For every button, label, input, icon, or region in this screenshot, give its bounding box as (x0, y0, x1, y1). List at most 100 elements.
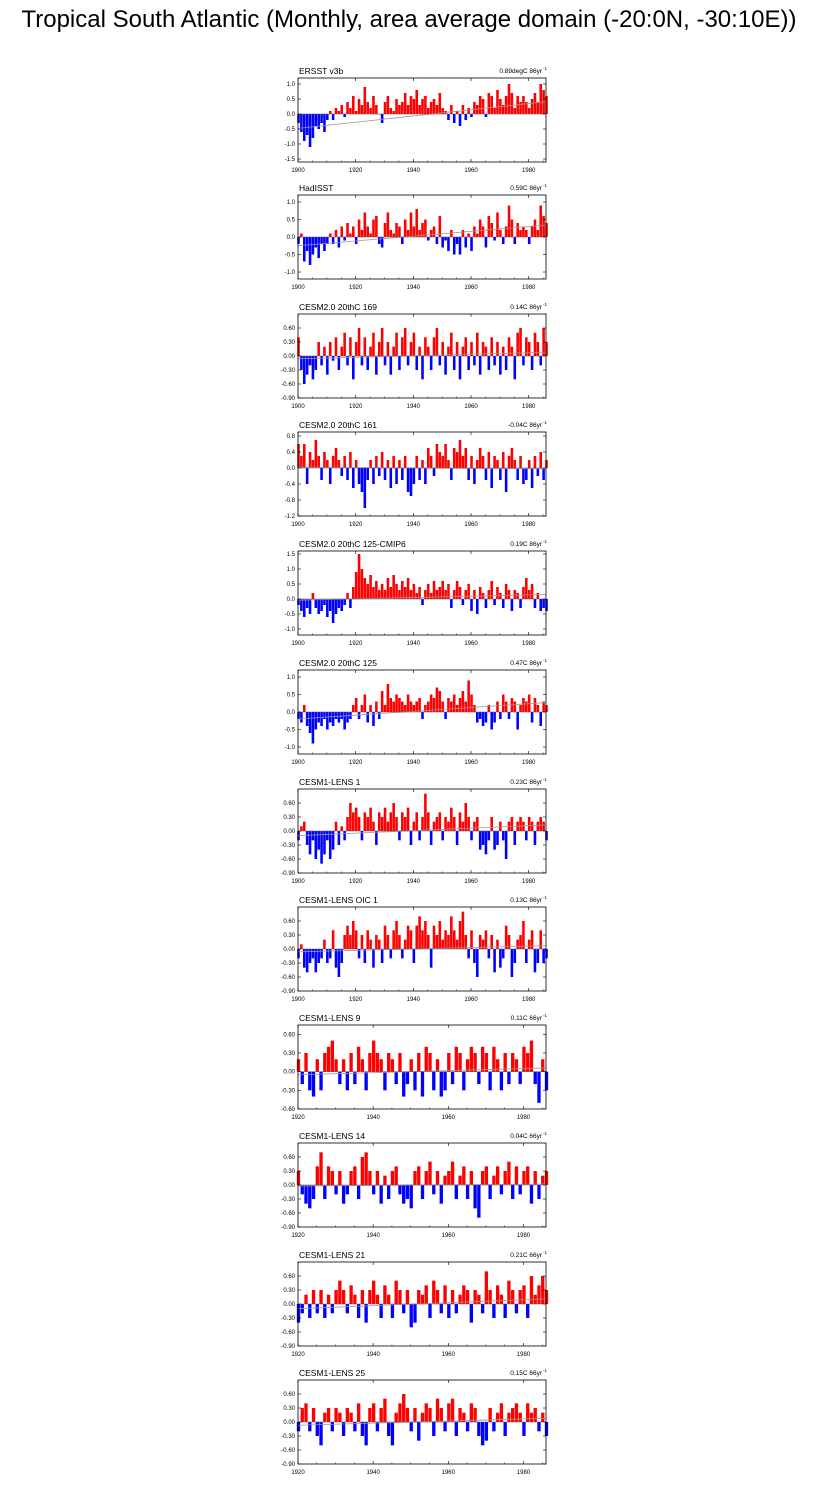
positive-anomaly-bar (469, 1046, 474, 1072)
positive-anomaly-bar (536, 230, 540, 237)
positive-anomaly-bar (444, 590, 447, 599)
positive-anomaly-bar (490, 817, 493, 831)
positive-anomaly-bar (375, 581, 378, 599)
negative-anomaly-bar (421, 356, 424, 380)
x-tick-label: 1940 (366, 1233, 380, 1239)
positive-anomaly-bar (375, 1171, 380, 1185)
y-tick-label: -0.60 (281, 857, 295, 863)
positive-anomaly-bar (418, 698, 421, 712)
negative-anomaly-bar (492, 1304, 496, 1318)
positive-anomaly-bar (513, 701, 517, 712)
positive-anomaly-bar (398, 935, 401, 949)
negative-anomaly-bar (510, 949, 514, 977)
chart-panel-11: CESM1-LENS 21 0.21C 66yr -1 0.60 0.30 0.00 -0.… (281, 1250, 549, 1358)
positive-anomaly-bar (536, 342, 540, 356)
positive-anomaly-bar (443, 1175, 447, 1185)
positive-anomaly-bar (300, 1408, 304, 1422)
negative-anomaly-bar (380, 237, 384, 248)
positive-anomaly-bar (300, 944, 303, 949)
positive-anomaly-bar (383, 223, 387, 237)
positive-anomaly-bar (349, 233, 352, 237)
trend-label-superscript: -1 (543, 420, 547, 425)
negative-anomaly-bar (501, 237, 505, 244)
positive-anomaly-bar (357, 817, 361, 831)
positive-anomaly-bar (334, 230, 338, 237)
positive-anomaly-bar (357, 328, 361, 356)
positive-anomaly-bar (504, 96, 508, 114)
positive-anomaly-bar (323, 346, 326, 356)
positive-anomaly-bar (364, 1152, 368, 1185)
positive-anomaly-bar (326, 1408, 331, 1422)
positive-anomaly-bar (421, 930, 424, 949)
positive-anomaly-bar (340, 105, 344, 114)
positive-anomaly-bar (464, 337, 468, 356)
negative-anomaly-bar (320, 237, 323, 244)
positive-anomaly-bar (438, 691, 442, 712)
positive-anomaly-bar (504, 226, 508, 237)
positive-anomaly-bar (346, 925, 349, 949)
negative-anomaly-bar (499, 1185, 504, 1195)
negative-anomaly-bar (323, 237, 326, 251)
negative-anomaly-bar (311, 356, 315, 380)
negative-anomaly-bar (467, 356, 470, 370)
negative-anomaly-bar (334, 949, 338, 968)
positive-anomaly-bar (424, 219, 427, 237)
positive-anomaly-bar (473, 705, 476, 712)
negative-anomaly-bar (432, 468, 436, 476)
negative-anomaly-bar (499, 712, 502, 719)
positive-anomaly-bar (334, 337, 338, 356)
positive-anomaly-bar (392, 803, 395, 831)
negative-anomaly-bar (514, 1304, 519, 1314)
x-tick-label: 1920 (349, 522, 363, 528)
y-tick-label: -0.5 (285, 612, 296, 618)
positive-anomaly-bar (533, 1408, 537, 1422)
positive-anomaly-bar (357, 219, 361, 237)
negative-anomaly-bar (311, 712, 315, 744)
negative-anomaly-bar (343, 712, 346, 730)
positive-anomaly-bar (308, 452, 312, 468)
negative-anomaly-bar (539, 356, 543, 366)
negative-anomaly-bar (340, 599, 344, 611)
positive-anomaly-bar (429, 456, 433, 468)
y-tick-label: -0.5 (285, 728, 296, 734)
positive-anomaly-bar (380, 584, 384, 599)
y-tick-label: 0.5 (287, 582, 296, 588)
positive-anomaly-bar (432, 1280, 436, 1304)
negative-anomaly-bar (314, 712, 318, 730)
positive-anomaly-bar (415, 593, 419, 599)
positive-anomaly-bar (387, 1294, 391, 1304)
panel-title: CESM1-LENS 1 (299, 777, 361, 787)
negative-anomaly-bar (432, 1071, 436, 1091)
positive-anomaly-bar (353, 1166, 357, 1185)
negative-anomaly-bar (372, 949, 375, 968)
positive-anomaly-bar (415, 701, 419, 712)
positive-anomaly-bar (501, 346, 505, 356)
positive-anomaly-bar (366, 817, 369, 831)
positive-anomaly-bar (495, 1285, 500, 1304)
positive-anomaly-bar (478, 219, 482, 237)
x-tick-label: 1940 (407, 285, 421, 291)
positive-anomaly-bar (380, 452, 384, 468)
positive-anomaly-bar (435, 590, 439, 599)
positive-anomaly-bar (507, 84, 511, 114)
negative-anomaly-bar (484, 468, 488, 480)
y-tick-label: 0.00 (283, 1183, 295, 1189)
positive-anomaly-bar (346, 817, 349, 831)
y-tick-label: -0.90 (281, 871, 295, 877)
positive-anomaly-bar (461, 230, 465, 237)
negative-anomaly-bar (300, 712, 303, 723)
positive-anomaly-bar (356, 1403, 361, 1422)
y-tick-label: -0.30 (281, 1088, 295, 1094)
y-tick-label: -0.90 (281, 989, 295, 995)
negative-anomaly-bar (311, 1071, 316, 1097)
negative-anomaly-bar (317, 599, 320, 614)
positive-anomaly-bar (473, 1408, 477, 1422)
positive-anomaly-bar (447, 821, 450, 831)
positive-anomaly-bar (311, 1408, 316, 1422)
negative-anomaly-bar (379, 1304, 383, 1318)
negative-anomaly-bar (305, 599, 309, 608)
positive-anomaly-bar (354, 930, 358, 949)
negative-anomaly-bar (484, 237, 488, 248)
positive-anomaly-bar (300, 826, 303, 831)
trend-label-superscript: -1 (543, 539, 547, 544)
